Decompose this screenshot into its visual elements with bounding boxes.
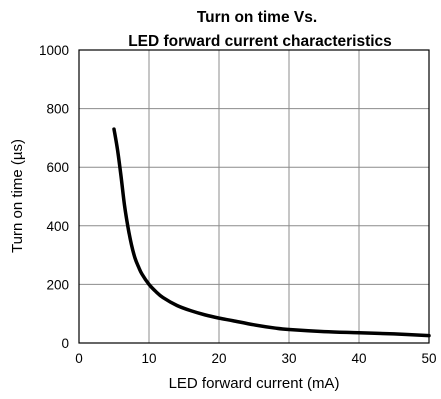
x-tick-label: 20 (211, 351, 226, 366)
tick-labels: 0 10 20 30 40 50 0 200 400 600 800 1000 (39, 43, 437, 366)
x-tick-label: 30 (281, 351, 296, 366)
y-tick-label: 1000 (39, 43, 69, 58)
y-tick-label: 0 (61, 336, 69, 351)
x-tick-label: 0 (75, 351, 83, 366)
y-tick-label: 800 (46, 102, 69, 117)
grid-lines (79, 50, 429, 343)
chart-title-line-1: Turn on time Vs. (197, 9, 317, 26)
x-tick-label: 50 (421, 351, 436, 366)
x-tick-label: 10 (141, 351, 156, 366)
turn-on-time-curve (112, 127, 431, 338)
x-tick-label: 40 (351, 351, 366, 366)
y-tick-label: 200 (46, 277, 69, 292)
plot-area-border (78, 49, 430, 344)
x-axis-label: LED forward current (mA) (169, 375, 340, 392)
y-tick-label: 600 (46, 160, 69, 175)
y-axis-label: Turn on time (µs) (9, 139, 26, 253)
series-layer (112, 127, 431, 338)
y-tick-label: 400 (46, 219, 69, 234)
chart-title-line-2: LED forward current characteristics (128, 33, 392, 50)
